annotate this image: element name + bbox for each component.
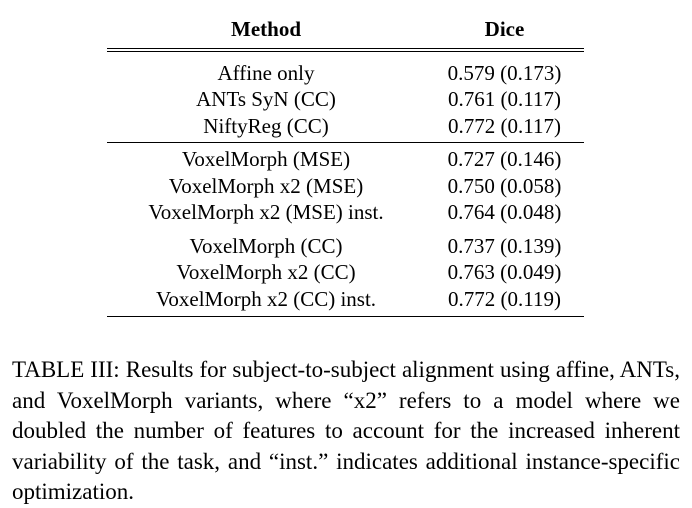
dice-cell: 0.763 (0.049) [447, 260, 562, 284]
table-row: VoxelMorph x2 (MSE) inst. 0.764 (0.048) [107, 199, 584, 226]
table-row: VoxelMorph x2 (CC) 0.763 (0.049) [107, 259, 584, 286]
dice-cell: 0.772 (0.119) [425, 285, 584, 317]
table-row: NiftyReg (CC) 0.772 (0.117) [107, 112, 584, 143]
method-cell: VoxelMorph (MSE) [181, 147, 351, 171]
dice-cell: 0.750 (0.058) [447, 173, 562, 198]
dice-cell: 0.761 (0.117) [448, 87, 561, 111]
dice-cell: 0.737 (0.139) [447, 233, 562, 258]
method-cell: NiftyReg (CC) [107, 112, 425, 143]
table-group-cc: VoxelMorph (CC) 0.737 (0.139) VoxelMorph… [107, 226, 584, 317]
method-cell: ANTs SyN (CC) [196, 87, 336, 111]
table-caption: TABLE III: Results for subject-to-subjec… [12, 357, 680, 504]
table-group-baselines: Affine only 0.579 (0.173) ANTs SyN (CC) … [107, 50, 584, 143]
method-cell: Affine only [217, 60, 315, 85]
results-table-container: Method Dice Affine only 0.579 (0.173) AN… [107, 12, 584, 317]
dice-cell: 0.579 (0.173) [447, 60, 562, 85]
table-group-mse: VoxelMorph (MSE) 0.727 (0.146) VoxelMorp… [107, 143, 584, 226]
table-row: VoxelMorph x2 (CC) inst. 0.772 (0.119) [107, 285, 584, 317]
results-table: Method Dice Affine only 0.579 (0.173) AN… [107, 12, 584, 317]
dice-cell: 0.727 (0.146) [447, 147, 562, 171]
table-row: Affine only 0.579 (0.173) [107, 50, 584, 87]
dice-cell: 0.764 (0.048) [447, 200, 562, 224]
header-method: Method [107, 12, 425, 52]
method-cell: VoxelMorph x2 (CC) [176, 260, 356, 284]
table-row: VoxelMorph (CC) 0.737 (0.139) [107, 226, 584, 260]
method-cell: VoxelMorph x2 (MSE) inst. [148, 200, 384, 224]
table-row: VoxelMorph x2 (MSE) 0.750 (0.058) [107, 173, 584, 200]
dice-cell: 0.772 (0.117) [425, 112, 584, 143]
table-row: VoxelMorph (MSE) 0.727 (0.146) [107, 143, 584, 173]
table-header-row: Method Dice [107, 12, 584, 52]
method-cell: VoxelMorph (CC) [189, 233, 343, 258]
header-dice: Dice [425, 12, 584, 52]
table-row: ANTs SyN (CC) 0.761 (0.117) [107, 86, 584, 113]
method-cell: VoxelMorph x2 (CC) inst. [107, 285, 425, 317]
method-cell: VoxelMorph x2 (MSE) [168, 173, 364, 198]
